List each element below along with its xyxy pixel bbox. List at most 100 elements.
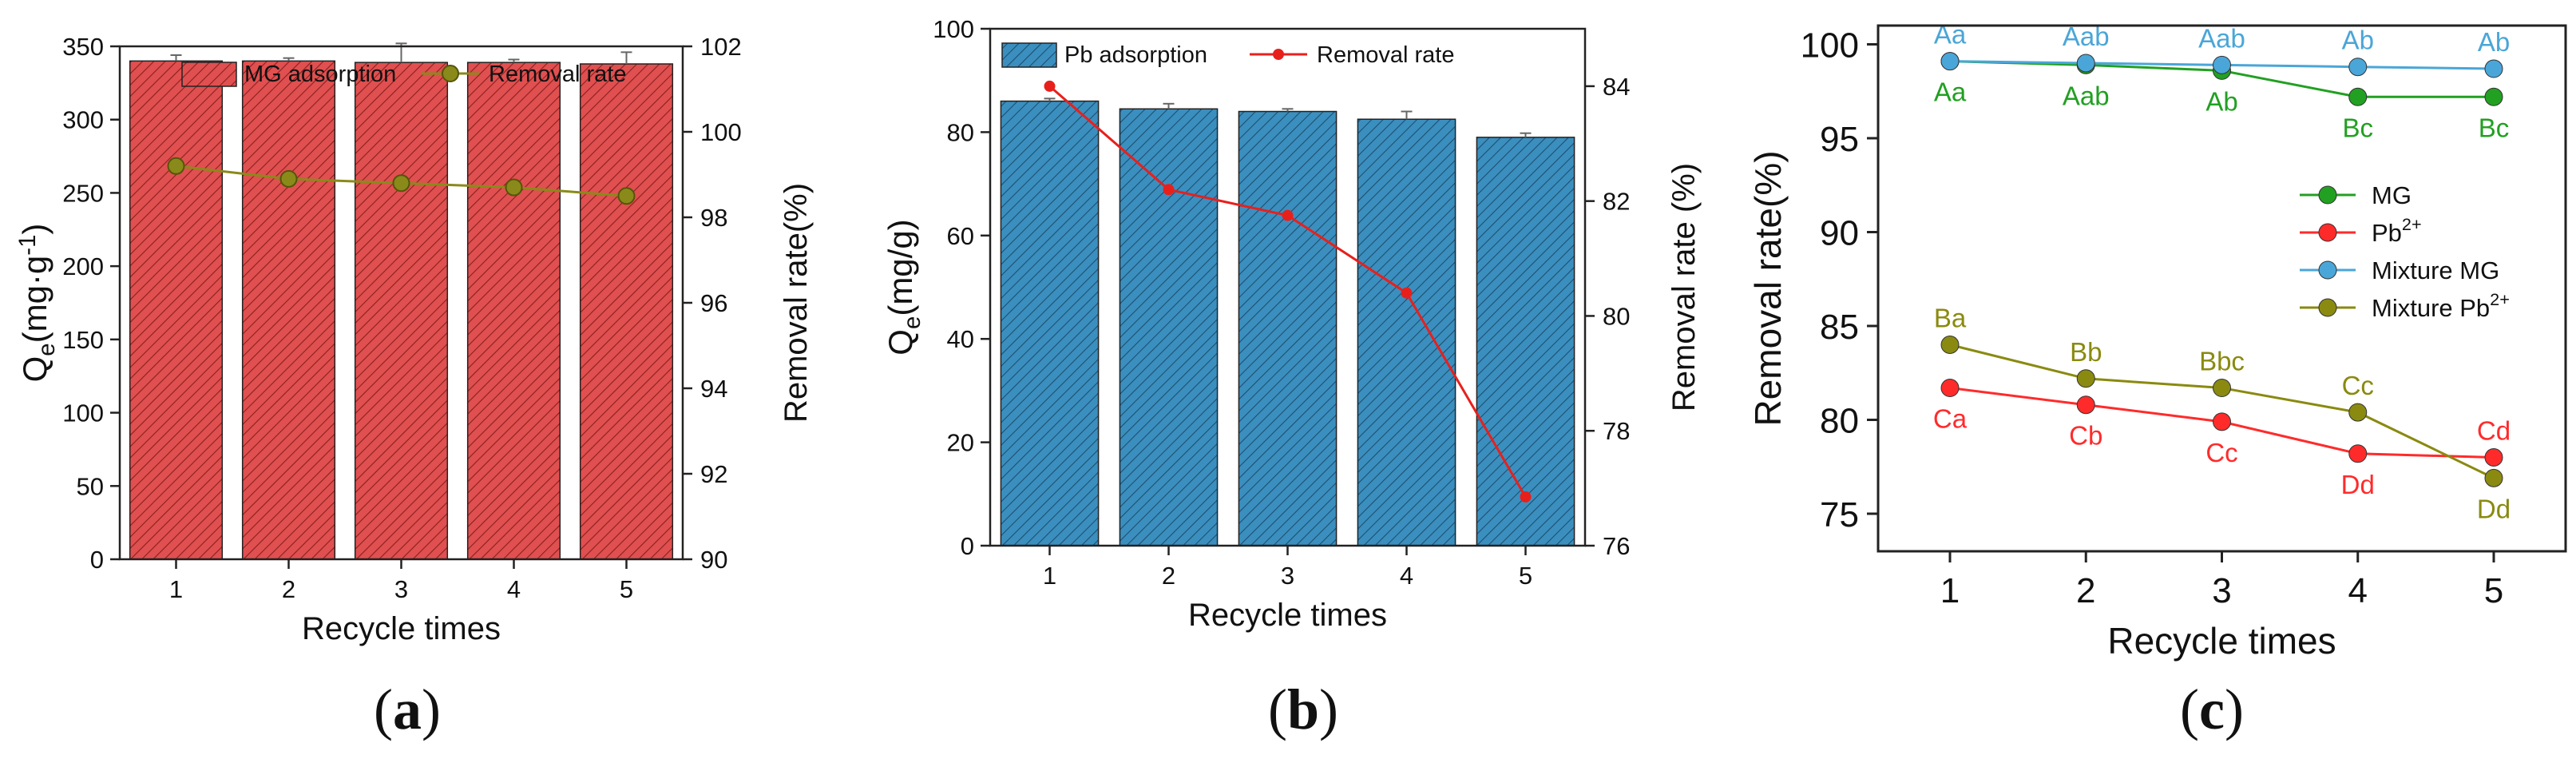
y2-tick-label: 98: [700, 204, 727, 232]
legend-label: Pb adsorption: [1064, 42, 1207, 68]
text-span: ): [2225, 678, 2244, 741]
x-tick-label: 2: [1162, 562, 1175, 590]
data-point: [1282, 209, 1294, 221]
x-tick-label: 5: [2484, 571, 2503, 610]
data-point: [2213, 412, 2231, 431]
y-tick-label: 200: [62, 252, 104, 280]
significance-label: Aab: [2063, 81, 2110, 110]
y-tick-label: 300: [62, 106, 104, 134]
y2-axis-title: Removal rate(%): [779, 183, 814, 423]
data-point: [1520, 491, 1532, 503]
legend-label: Mixture Pb2+: [2372, 289, 2510, 322]
legend-marker: [2318, 260, 2337, 280]
data-point: [279, 169, 298, 188]
legend-bar-swatch: [181, 62, 237, 87]
significance-label: Bc: [2479, 113, 2510, 142]
y-tick-label: 40: [947, 325, 974, 353]
y-tick-label: 350: [62, 33, 104, 61]
y-tick-label: 100: [933, 15, 974, 43]
text-span: e: [34, 343, 60, 356]
text-span: Pb: [2372, 219, 2402, 247]
text-span: ): [422, 678, 441, 741]
significance-label: Ba: [1934, 304, 1967, 333]
legend-marker: [2318, 298, 2337, 317]
text-span: (: [374, 678, 393, 741]
data-point: [2213, 379, 2231, 398]
panel-label: (a): [374, 678, 441, 741]
data-point: [617, 187, 636, 205]
x-tick-label: 3: [2212, 571, 2231, 610]
y2-tick-label: 96: [700, 289, 727, 317]
y2-tick-label: 82: [1603, 188, 1630, 216]
x-axis-title: Recycle times: [1188, 598, 1387, 633]
data-point: [2213, 55, 2231, 74]
data-point: [2484, 448, 2503, 467]
y-tick-label: 80: [947, 118, 974, 146]
x-tick-label: 1: [169, 575, 183, 603]
data-point: [2076, 369, 2095, 388]
significance-label: Cd: [2477, 416, 2511, 446]
significance-label: Cc: [2342, 371, 2374, 400]
y2-tick-label: 92: [700, 460, 727, 488]
significance-label: Ca: [1933, 404, 1968, 434]
text-span: ): [16, 224, 54, 235]
data-point: [2348, 403, 2368, 422]
legend-marker: [1273, 49, 1284, 60]
y2-tick-label: 80: [1603, 302, 1630, 330]
data-point: [1401, 287, 1413, 299]
y2-tick-label: 100: [700, 118, 742, 146]
data-point: [2076, 395, 2095, 415]
significance-label: Bb: [2070, 337, 2102, 367]
significance-label: Bbc: [2199, 347, 2245, 376]
text-span: Mixture MG: [2372, 256, 2499, 284]
legend-marker: [442, 65, 459, 82]
data-point: [505, 178, 523, 197]
x-tick-label: 5: [1519, 562, 1532, 590]
text-span: a: [393, 678, 422, 741]
text-span: b: [1287, 678, 1319, 741]
bar: [1476, 137, 1575, 546]
data-point: [2484, 468, 2503, 487]
y-tick-label: 85: [1820, 308, 1859, 347]
x-tick-label: 1: [1043, 562, 1056, 590]
significance-label: Cc: [2205, 438, 2237, 467]
x-tick-label: 5: [620, 575, 633, 603]
legend-label: Pb2+: [2372, 214, 2422, 247]
y-tick-label: 100: [62, 399, 104, 427]
y2-tick-label: 84: [1603, 73, 1630, 101]
y2-tick-label: 78: [1603, 417, 1630, 445]
x-axis-title: Recycle times: [302, 611, 501, 646]
legend-label: Removal rate: [1317, 42, 1454, 68]
text-span: Mixture Pb: [2372, 294, 2490, 322]
bar: [1000, 100, 1100, 546]
y-tick-label: 60: [947, 222, 974, 250]
y2-tick-label: 102: [700, 33, 742, 61]
significance-label: Aa: [1934, 20, 1967, 50]
bar: [129, 60, 224, 560]
data-point: [167, 157, 185, 175]
chart-panel-a: 0 50 100 150 200 250 300 350 90 92 94 96 98 100 102 1 2 3…: [14, 33, 814, 741]
y-tick-label: 50: [77, 472, 104, 500]
y2-tick-label: 76: [1603, 532, 1630, 560]
y-axis-title: Removal rate(%): [1747, 150, 1789, 426]
y-tick-label: 0: [90, 546, 104, 574]
legend-label: Removal rate: [489, 62, 626, 87]
y2-axis-title: Removal rate (%): [1666, 163, 1702, 411]
text-span: (: [1268, 678, 1287, 741]
panel-label: (c): [2180, 678, 2244, 741]
text-span: Q: [16, 356, 54, 383]
data-point: [2484, 59, 2503, 78]
significance-label: Aab: [2198, 23, 2245, 53]
x-tick-label: 2: [2076, 571, 2095, 610]
data-point: [1044, 80, 1056, 92]
bar: [579, 63, 674, 560]
legend-label: MG adsorption: [244, 62, 396, 87]
significance-label: Ab: [2478, 27, 2510, 57]
text-span: MG: [2372, 181, 2412, 209]
data-point: [2076, 54, 2095, 73]
bar: [1119, 108, 1219, 546]
text-span: 2+: [2490, 289, 2510, 309]
y2-tick-label: 90: [700, 546, 727, 574]
y-tick-label: 95: [1820, 120, 1859, 159]
